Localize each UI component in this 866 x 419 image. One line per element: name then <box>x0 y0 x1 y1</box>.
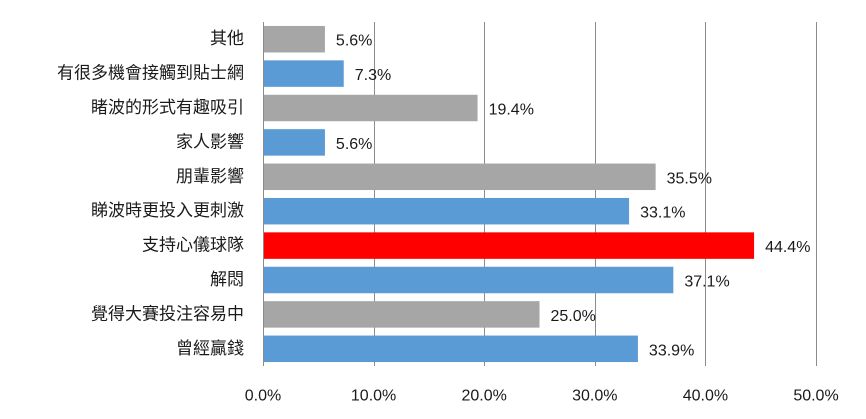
category-label: 支持心儀球隊 <box>142 236 244 256</box>
data-label: 33.9% <box>649 342 694 359</box>
bar <box>264 60 344 87</box>
x-tick-label: 40.0% <box>683 388 728 405</box>
bars <box>264 25 755 363</box>
value-labels: 5.6% 7.3% 19.4% 5.6% 35.5% 33.1% 44.4% 37.1% 25.… <box>336 33 811 360</box>
bar <box>264 197 630 225</box>
data-label: 44.4% <box>765 239 810 256</box>
category-label: 睇波時更投入更刺激 <box>91 201 244 221</box>
x-tick-labels: 0.0% 10.0% 20.0% 30.0% 40.0% 50.0% <box>245 388 839 405</box>
category-label: 解悶 <box>210 270 244 290</box>
bar <box>264 266 674 294</box>
data-label: 5.6% <box>336 136 372 153</box>
category-label: 睹波的形式有趣吸引 <box>91 98 244 118</box>
data-label: 25.0% <box>551 308 596 325</box>
category-label: 其他 <box>210 29 244 49</box>
bar <box>264 335 638 363</box>
data-label: 37.1% <box>684 274 729 291</box>
x-tick-label: 0.0% <box>245 388 281 405</box>
data-label: 5.6% <box>336 33 372 50</box>
category-label: 曾經贏錢 <box>176 339 244 359</box>
category-labels: 其他有很多機會接觸到貼士網睹波的形式有趣吸引家人影響朋輩影響睇波時更投入更刺激支… <box>57 29 244 359</box>
bar <box>264 129 325 156</box>
bar <box>264 94 478 122</box>
category-label: 覺得大賽投注容易中 <box>91 303 244 324</box>
data-label: 35.5% <box>667 170 712 187</box>
data-label: 33.1% <box>640 205 685 222</box>
data-label: 19.4% <box>489 102 534 119</box>
bar <box>264 25 325 53</box>
x-tick-label: 20.0% <box>462 388 507 405</box>
category-label: 家人影響 <box>176 132 244 152</box>
x-tick-label: 50.0% <box>793 388 838 405</box>
bar <box>264 232 755 259</box>
category-label: 朋輩影響 <box>176 167 244 187</box>
x-tick-label: 10.0% <box>351 388 396 405</box>
bar <box>264 301 540 328</box>
category-label: 有很多機會接觸到貼士網 <box>57 64 244 84</box>
data-label: 7.3% <box>355 67 391 84</box>
x-tick-label: 30.0% <box>572 388 617 405</box>
bar <box>264 163 656 191</box>
